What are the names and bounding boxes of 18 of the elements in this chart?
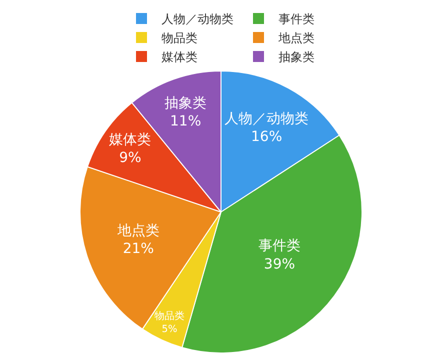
slice-label: 地点类 <box>116 223 160 240</box>
legend-label: 人物／动物类 <box>162 12 234 26</box>
legend-label: 物品类 <box>162 31 198 46</box>
legend-label: 媒体类 <box>162 50 198 64</box>
slice-label: 抽象类 <box>164 95 207 112</box>
data-label: 11% <box>170 114 202 130</box>
legend-label: 抽象类 <box>278 50 314 64</box>
data-label: 5% <box>162 324 178 335</box>
slice-label: 物品类 <box>154 310 184 322</box>
slice-label: 人物／动物类 <box>224 111 309 128</box>
data-label: 39% <box>264 256 296 272</box>
slice-label: 事件类 <box>258 238 300 254</box>
legend-label: 地点类 <box>278 31 314 46</box>
slice-label: 媒体类 <box>109 132 152 148</box>
data-label: 9% <box>119 150 142 166</box>
legend-label: 事件类 <box>278 12 314 26</box>
data-label: 16% <box>251 129 282 146</box>
data-label: 21% <box>122 241 154 258</box>
